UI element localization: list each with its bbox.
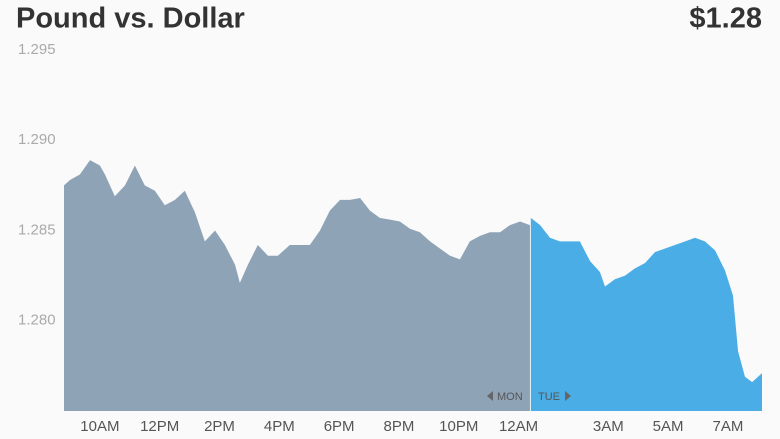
area (64, 160, 530, 411)
chart-title: Pound vs. Dollar (16, 3, 245, 35)
y-tick-label: 1.285 (18, 221, 56, 238)
y-tick-label: 1.295 (18, 41, 56, 58)
x-tick-label: 3AM (593, 418, 624, 435)
x-tick-label: 5AM (653, 418, 684, 435)
x-tick-label: 12AM (499, 418, 538, 435)
arrow-left (487, 391, 493, 401)
x-tick-label: 2PM (204, 418, 235, 435)
day-label: MON (497, 391, 523, 403)
x-tick-label: 10AM (80, 418, 119, 435)
current-value: $1.28 (689, 3, 762, 35)
x-tick-label: 10PM (439, 418, 478, 435)
y-tick-label: 1.280 (18, 312, 56, 329)
x-tick-label: 12PM (140, 418, 179, 435)
x-tick-label: 4PM (264, 418, 295, 435)
arrow-right (565, 391, 571, 401)
x-tick-label: 7AM (712, 418, 743, 435)
plot-area (64, 160, 762, 411)
area (530, 217, 762, 411)
y-tick-label: 1.290 (18, 131, 56, 148)
day-label: TUE (538, 391, 560, 403)
x-tick-label: 8PM (384, 418, 415, 435)
x-tick-label: 6PM (324, 418, 355, 435)
